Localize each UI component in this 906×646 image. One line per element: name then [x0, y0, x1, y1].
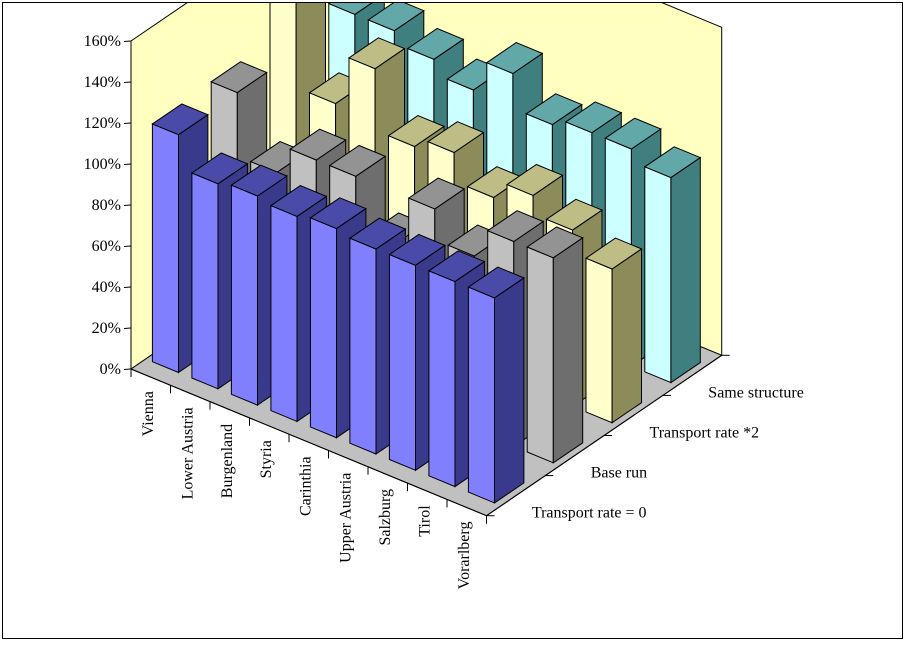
bar-top-face: [348, 217, 407, 250]
bar-front-face: [428, 270, 456, 488]
y-tick-mark: [123, 286, 132, 288]
bar-2-9: [526, 226, 584, 464]
category-label: Vienna: [140, 391, 157, 436]
y-tick-mark: [123, 81, 132, 83]
y-tick-mark: [123, 163, 132, 165]
bar-side-face: [611, 247, 642, 424]
bar-side-face: [494, 276, 525, 504]
bar-top-face: [426, 121, 485, 154]
y-tick-label: 20%: [92, 320, 121, 337]
y-tick-label: 60%: [92, 238, 121, 255]
series-label: Same structure: [708, 384, 804, 401]
bar-top-face: [406, 27, 465, 60]
series-label: Base run: [591, 465, 647, 482]
bar-front-face: [230, 184, 258, 406]
bar-top-face: [427, 250, 486, 283]
y-tick-label: 40%: [92, 279, 121, 296]
bar-side-face: [552, 236, 584, 464]
bar-top-face: [525, 93, 583, 126]
bar-front-face: [388, 253, 416, 472]
bar-top-face: [643, 146, 702, 179]
bar-top-face: [584, 237, 643, 270]
category-label: Carinthia: [298, 456, 315, 516]
bar-top-face: [505, 163, 564, 196]
bar-top-face: [388, 233, 446, 266]
y-tick-mark: [123, 122, 132, 124]
bar-top-face: [407, 177, 466, 210]
series-label: Transport rate *2: [650, 424, 760, 441]
chart-bars: [151, 3, 702, 504]
y-tick-label: 80%: [92, 197, 121, 214]
bar-1-9: [467, 266, 525, 504]
bar-top-face: [367, 3, 425, 32]
bar-top-face: [526, 226, 584, 259]
bar-front-face: [526, 246, 554, 464]
bar-front-face: [151, 123, 179, 374]
bar-top-face: [347, 37, 406, 70]
y-tick-mark: [123, 40, 132, 42]
chart-axes: 0% 20% 40% 60% 80% 100% 120% 140% 160% Vienna Lowe…: [84, 33, 804, 589]
bar-top-face: [486, 210, 545, 243]
y-tick-mark: [123, 327, 132, 329]
bar-top-face: [230, 164, 288, 197]
bar-front-face: [467, 286, 495, 504]
y-tick-label: 0%: [100, 361, 121, 378]
category-label: Burgenland: [219, 424, 236, 498]
bar-3-9: [584, 237, 643, 424]
category-label: Tirol: [416, 505, 433, 537]
bar-top-face: [210, 61, 268, 94]
y-tick-label: 120%: [84, 115, 121, 132]
bar-top-face: [387, 115, 446, 148]
y-tick-label: 100%: [84, 156, 121, 173]
category-label: Vorarlberg: [456, 522, 473, 590]
bar-top-face: [604, 117, 662, 150]
bar-top-face: [545, 198, 604, 231]
y-tick-mark: [123, 245, 132, 247]
y-tick-mark: [123, 204, 132, 206]
bar-top-face: [327, 3, 373, 15]
bar-top-face: [269, 185, 328, 217]
bar-top-face: [151, 103, 209, 136]
bar-front-face: [309, 217, 337, 439]
bar-top-face: [289, 128, 347, 161]
bar-top-face: [190, 152, 249, 185]
category-label: Salzburg: [377, 489, 394, 546]
bar-front-face: [191, 172, 219, 390]
bar-top-face: [309, 197, 367, 230]
bar-front-face: [349, 237, 377, 455]
bar-top-face: [485, 42, 544, 75]
bar-side-face: [670, 156, 701, 384]
bar-top-face: [328, 144, 387, 177]
bar-front-face: [270, 204, 298, 423]
category-label: Upper Austria: [337, 473, 354, 563]
bar-front-face: [644, 166, 672, 384]
y-tick-mark: [123, 368, 132, 370]
bar-top-face: [467, 266, 525, 299]
series-label: Transport rate = 0: [532, 505, 647, 522]
bar-top-face: [564, 101, 623, 134]
chart-canvas: 0% 20% 40% 60% 80% 100% 120% 140% 160% Vienna Lowe…: [84, 3, 804, 589]
category-label: Lower Austria: [179, 407, 196, 499]
x-axis-line: [130, 368, 487, 517]
y-tick-label: 140%: [84, 74, 121, 91]
y-tick-label: 160%: [84, 33, 121, 50]
category-label: Styria: [258, 440, 275, 478]
bar-front-face: [585, 257, 613, 424]
bar-4-9: [643, 146, 702, 384]
